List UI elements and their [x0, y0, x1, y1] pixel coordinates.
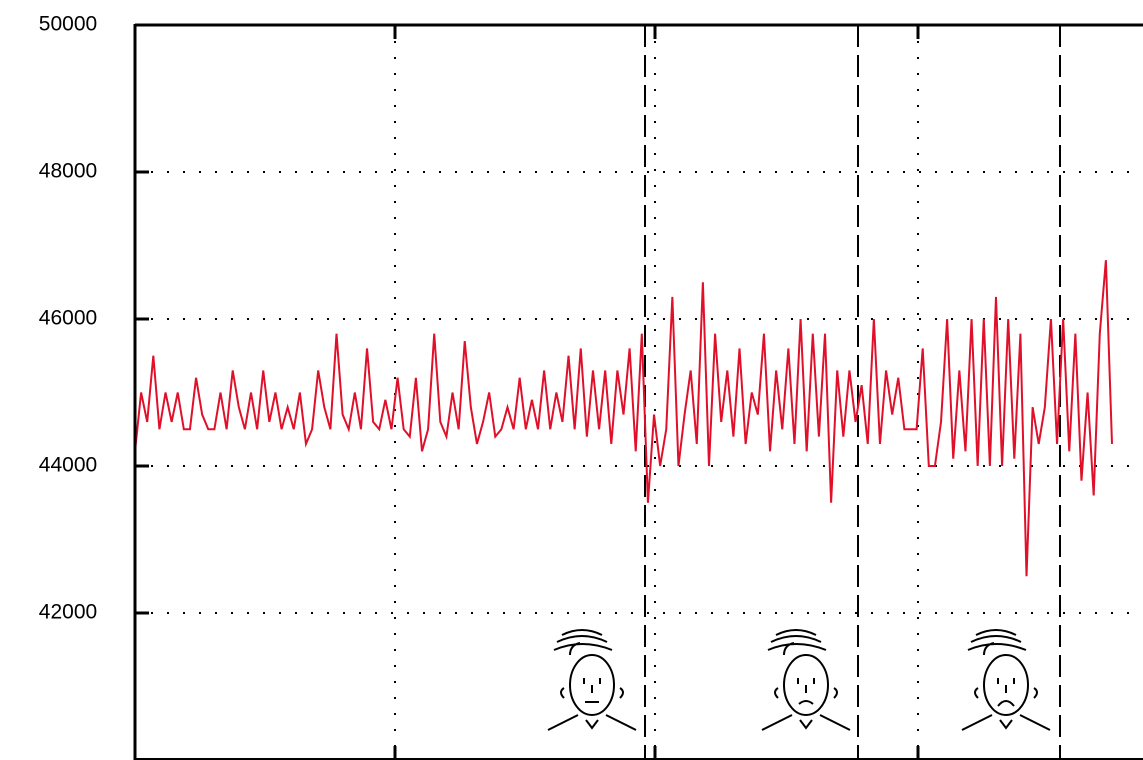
- face-icon: [548, 630, 636, 730]
- y-tick-label: 42000: [39, 601, 97, 624]
- face-icon: [762, 630, 850, 730]
- faces: [548, 630, 1050, 730]
- y-tick-label: 46000: [39, 307, 97, 330]
- plot-area: 42000 44000 46000 48000 50000: [39, 13, 1143, 760]
- face-icon: [962, 630, 1050, 730]
- y-tick-label: 48000: [39, 160, 97, 183]
- chart: 42000 44000 46000 48000 50000: [0, 0, 1143, 760]
- y-tick-label: 50000: [39, 13, 97, 36]
- data-line: [135, 260, 1112, 576]
- y-tick-label: 44000: [39, 454, 97, 477]
